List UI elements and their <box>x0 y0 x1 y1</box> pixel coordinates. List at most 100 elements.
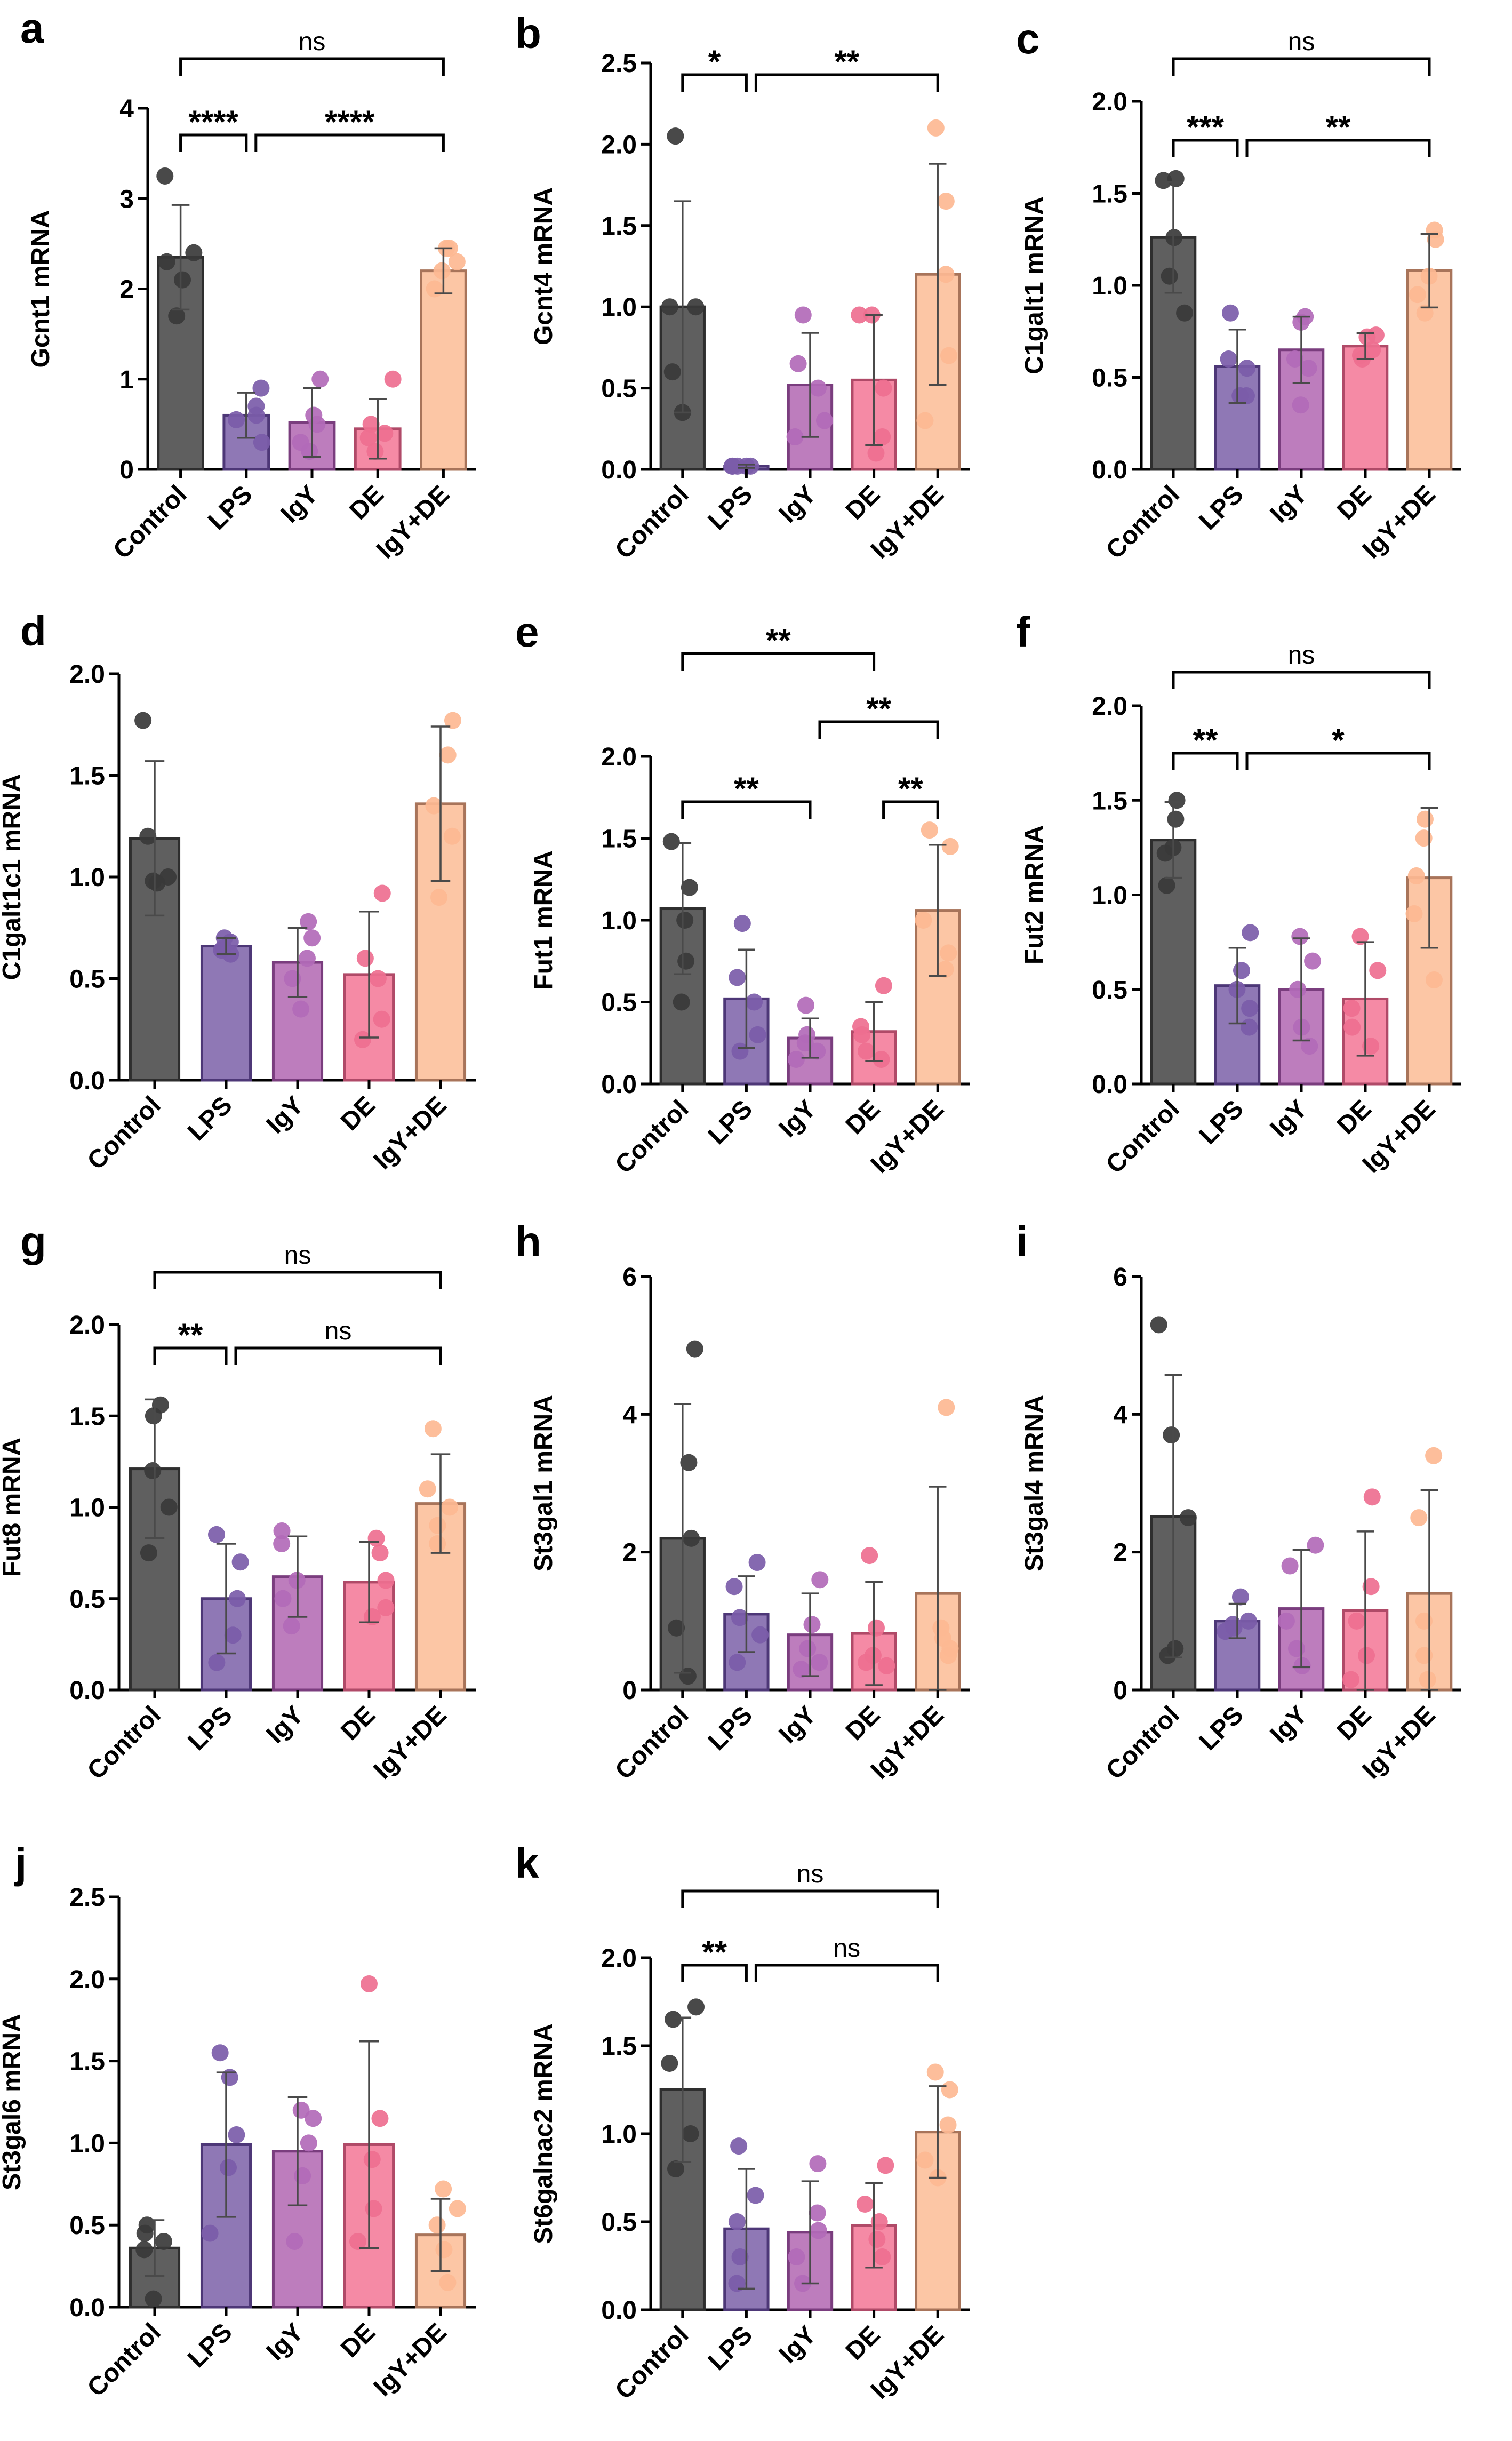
data-point <box>1168 792 1186 809</box>
data-point <box>286 2232 303 2250</box>
data-point <box>1351 928 1369 945</box>
significance-bracket <box>153 1271 442 1289</box>
y-tick-label: 0.0 <box>601 456 637 484</box>
y-tick-label: 1.0 <box>1092 882 1127 910</box>
data-point <box>728 2213 746 2230</box>
data-point <box>439 2274 457 2291</box>
significance-label: **** <box>325 104 375 140</box>
data-point <box>809 2204 826 2222</box>
y-axis-label: Fut2 mRNA <box>1020 825 1049 964</box>
significance-bracket <box>234 1346 442 1365</box>
data-point <box>1352 347 1370 364</box>
data-point <box>1163 1426 1180 1444</box>
data-point <box>1241 1018 1258 1036</box>
x-tick-label: Control <box>610 1701 694 1785</box>
data-point <box>1415 829 1433 847</box>
y-tick-label: 2 <box>119 276 134 304</box>
data-point <box>1407 867 1425 885</box>
data-point <box>1300 360 1317 377</box>
y-tick-label: 0.0 <box>69 1067 105 1095</box>
significance-label: *** <box>1187 109 1225 145</box>
data-point <box>228 2126 245 2144</box>
y-tick-label: 2.0 <box>1092 692 1127 721</box>
data-point <box>1287 1640 1305 1657</box>
panel-j: j St3gal6 mRNA 0.0 0.5 1.0 1.5 2.0 2.5 Control LP… <box>0 1839 476 2402</box>
data-point <box>938 1399 955 1416</box>
data-point <box>687 1998 705 2016</box>
data-point <box>874 2248 891 2265</box>
x-tick-label: Control <box>82 2318 166 2402</box>
significance-label: ns <box>325 1317 352 1345</box>
data-point <box>139 827 157 845</box>
data-point <box>751 1626 769 1644</box>
data-point <box>809 379 827 397</box>
data-point <box>443 827 461 845</box>
significance-label: ** <box>898 771 923 807</box>
x-tick-label: LPS <box>1194 480 1249 535</box>
data-point <box>1409 286 1426 304</box>
y-tick-label: 2.0 <box>601 743 637 771</box>
y-tick-label: 0 <box>1113 1677 1127 1705</box>
data-point <box>354 1031 372 1048</box>
significance-label: ns <box>299 28 326 56</box>
data-point <box>867 1619 885 1637</box>
y-tick-label: 1.5 <box>1092 180 1127 209</box>
x-tick-label: DE <box>335 2318 381 2363</box>
data-point <box>748 1554 766 1572</box>
data-point <box>449 2200 466 2217</box>
y-tick-label: 1.5 <box>601 212 637 241</box>
panel-letter: c <box>1016 15 1040 62</box>
data-point <box>940 944 957 962</box>
data-point <box>733 915 751 932</box>
data-point <box>1342 1671 1360 1688</box>
y-tick-label: 0 <box>622 1677 637 1705</box>
data-point <box>875 977 892 994</box>
data-point <box>926 2063 944 2081</box>
y-tick-label: 1.0 <box>1092 272 1127 300</box>
y-tick-label: 2.0 <box>1092 88 1127 116</box>
x-tick-label: LPS <box>182 1091 237 1146</box>
data-point <box>430 889 448 906</box>
y-axis-label: Fut8 mRNA <box>0 1438 26 1577</box>
y-tick-label: 0.0 <box>69 1677 105 1705</box>
y-tick-label: 0.0 <box>1092 1071 1127 1099</box>
data-point <box>224 1626 242 1644</box>
x-tick-label: IgY+DE <box>369 1701 452 1784</box>
y-tick-label: 0.0 <box>601 2296 637 2325</box>
y-tick-label: 1.0 <box>601 907 637 935</box>
x-tick-label: LPS <box>703 2320 758 2375</box>
data-point <box>174 271 191 289</box>
x-tick-label: IgY <box>261 1701 309 1749</box>
panel-letter: f <box>1016 608 1030 656</box>
x-tick-label: DE <box>335 1091 381 1136</box>
data-point <box>363 1608 381 1625</box>
data-point <box>429 1535 446 1552</box>
significance-bracket <box>1172 139 1239 157</box>
data-point <box>676 912 694 929</box>
y-tick-label: 1.0 <box>601 2120 637 2149</box>
panel-letter: e <box>515 608 539 656</box>
data-point <box>661 2055 678 2072</box>
y-tick-label: 0.5 <box>601 2208 637 2237</box>
data-point <box>916 412 934 429</box>
data-point <box>294 2167 311 2184</box>
x-tick-label: LPS <box>182 1701 237 1756</box>
data-point <box>853 1026 871 1043</box>
data-point <box>273 1535 291 1552</box>
significance-bracket <box>818 720 939 739</box>
data-point <box>927 119 945 137</box>
significance-bracket <box>254 133 445 152</box>
significance-label: ns <box>1288 641 1315 669</box>
y-axis-label: St3gal4 mRNA <box>1020 1395 1049 1572</box>
y-axis-label: C1galt1c1 mRNA <box>0 774 26 980</box>
significance-label: * <box>1332 722 1345 758</box>
x-tick-label: LPS <box>182 2318 237 2373</box>
x-tick-label: IgY+DE <box>1357 480 1441 564</box>
data-point <box>429 1517 446 1534</box>
x-tick-label: Control <box>108 480 192 564</box>
data-point <box>366 443 384 460</box>
data-point <box>749 1026 766 1043</box>
data-point <box>811 1654 828 1671</box>
data-point <box>136 2224 154 2242</box>
significance-label: ** <box>702 1934 727 1970</box>
